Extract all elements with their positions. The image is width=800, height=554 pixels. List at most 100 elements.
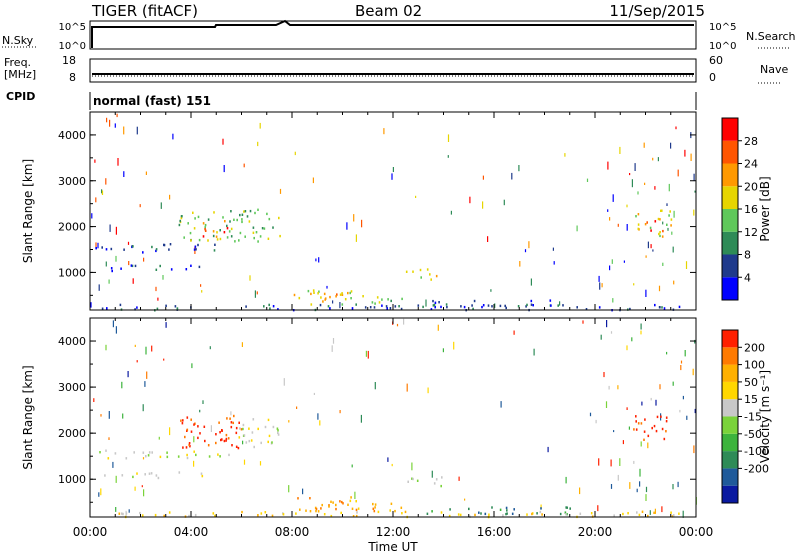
echo-cell <box>657 217 660 221</box>
colorbar-swatch <box>722 364 738 382</box>
echo-cell <box>132 475 134 479</box>
noise-speckle <box>662 221 664 225</box>
power-panel: 1000 2000 3000 4000 Slant Range [km] <box>21 111 697 312</box>
echo-cell <box>190 430 193 433</box>
echo-cell <box>434 301 437 304</box>
noise-speckle <box>640 441 642 447</box>
noise-speckle <box>361 219 363 228</box>
echo-cell <box>637 213 640 216</box>
echo-cell <box>417 304 420 307</box>
echo-cell <box>186 453 188 457</box>
echo-cell <box>230 210 232 213</box>
echo-cell <box>243 210 245 213</box>
echo-cell <box>678 305 681 309</box>
echo-cell <box>329 295 331 299</box>
y-tick-label: 2000 <box>58 221 86 234</box>
noise-speckle <box>612 298 614 303</box>
echo-cell <box>101 307 104 310</box>
echo-cell <box>249 209 252 213</box>
echo-cell <box>613 514 615 517</box>
echo-cell <box>263 227 266 230</box>
echo-cell <box>181 215 183 218</box>
echo-cell <box>660 415 662 418</box>
echo-cell <box>203 425 206 428</box>
echo-cell <box>635 415 637 418</box>
echo-cell <box>374 503 377 506</box>
noise-speckle <box>90 302 92 308</box>
echo-cell <box>168 511 171 514</box>
time-axis-labels: 00:00 04:00 08:00 12:00 16:00 20:00 00:00 <box>73 525 714 539</box>
echo-cell <box>227 437 230 440</box>
echo-cell <box>107 457 110 460</box>
echo-cell <box>305 509 307 512</box>
echo-cell <box>530 303 533 306</box>
echo-cell <box>177 455 180 458</box>
echo-cell <box>381 298 383 301</box>
echo-cell <box>655 429 658 433</box>
echo-cell <box>585 308 588 311</box>
echo-cell <box>155 248 158 251</box>
y-tick-label: 1000 <box>58 473 86 486</box>
echo-cell <box>277 308 279 311</box>
echo-cell <box>342 502 344 505</box>
echo-cell <box>180 216 183 220</box>
noise-speckle <box>589 412 592 417</box>
echo-cell <box>336 293 338 296</box>
echo-cell <box>277 433 280 436</box>
echo-cell <box>114 452 117 455</box>
noise-speckle <box>95 197 97 203</box>
echo-cell <box>564 511 567 514</box>
noise-speckle <box>98 492 100 497</box>
echo-cell <box>405 270 408 273</box>
echo-cell <box>323 292 326 296</box>
noise-speckle <box>312 177 314 184</box>
echo-cell <box>204 228 206 231</box>
noise-speckle <box>490 289 492 292</box>
colorbar-label: Power [dB] <box>758 176 772 241</box>
noise-speckle <box>144 381 146 387</box>
noise-speckle <box>672 381 674 386</box>
noise-speckle <box>631 179 633 188</box>
x-axis-title: Time UT <box>367 540 418 554</box>
echo-cell <box>369 306 372 309</box>
echo-cell <box>228 230 231 233</box>
echo-cell <box>505 306 507 310</box>
noise-speckle <box>331 345 333 352</box>
echo-cell <box>240 428 243 431</box>
echo-cell <box>671 515 674 518</box>
noise-speckle <box>296 406 298 409</box>
noise-speckle <box>494 303 496 308</box>
noise-speckle <box>145 346 147 355</box>
echo-cell <box>199 432 201 435</box>
echo-cell <box>660 209 662 212</box>
noise-speckle <box>115 326 117 334</box>
noise-speckle <box>95 242 97 250</box>
echo-cell <box>629 307 631 311</box>
echo-cell <box>298 296 301 300</box>
echo-cell <box>335 507 337 511</box>
noise-speckle <box>649 510 651 515</box>
echo-cell <box>389 509 391 512</box>
freq-tick-top: 18 <box>62 54 76 67</box>
noise-speckle <box>106 117 108 123</box>
noise-speckle <box>169 194 171 200</box>
noise-speckle <box>425 299 427 307</box>
noise-speckle <box>145 171 147 175</box>
noise-speckle <box>677 169 679 177</box>
echo-cell <box>198 265 201 269</box>
echo-cell <box>390 299 392 303</box>
noise-speckle <box>503 199 505 206</box>
noise-speckle <box>629 173 631 176</box>
echo-cell <box>195 453 197 457</box>
noise-speckle <box>155 286 157 292</box>
echo-cell <box>390 502 393 505</box>
noise-speckle <box>458 476 460 481</box>
colorbar-tick-label: 50 <box>744 376 758 389</box>
echo-cell <box>372 502 374 506</box>
echo-cell <box>241 220 243 224</box>
colorbar-swatch <box>722 416 738 434</box>
echo-cell <box>566 506 568 509</box>
power-colorbar: 4 8 12 16 20 24 28 Power [dB] <box>721 117 772 301</box>
echo-cell <box>649 226 652 230</box>
echo-cell <box>215 433 217 436</box>
